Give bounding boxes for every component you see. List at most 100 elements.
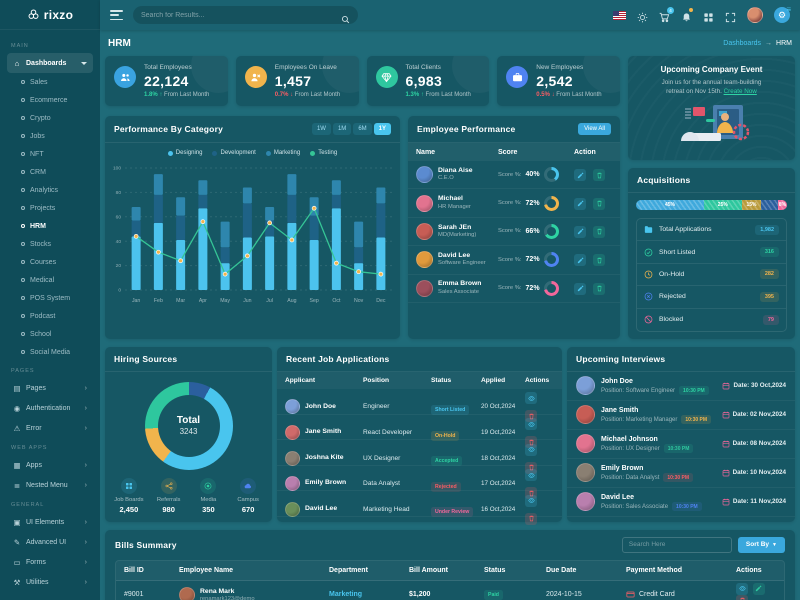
sidebar-item-pos-system[interactable]: POS System (7, 289, 93, 307)
employee-role: Sales Associate (438, 288, 479, 295)
view-button[interactable] (525, 494, 537, 507)
menu-toggle-icon[interactable] (110, 10, 123, 20)
settings-gear-icon[interactable]: ⚙ (774, 7, 790, 23)
edit-button[interactable] (752, 582, 765, 595)
stat-card-new-employees: New Employees 2,542 0.5% ↓ From Last Mon… (497, 56, 620, 106)
sidebar-item-jobs[interactable]: Jobs (7, 127, 93, 145)
notifications-bell-icon[interactable] (681, 7, 693, 21)
view-button[interactable] (525, 392, 537, 405)
sidebar-item-advanced-ui[interactable]: ✎ Advanced UI › (13, 537, 87, 547)
sidebar-item-stocks[interactable]: Stocks (7, 235, 93, 253)
applicant-name: David Lee (305, 505, 338, 513)
range-filter-1m[interactable]: 1M (332, 123, 352, 135)
sidebar-item-error[interactable]: ⚠ Error › (13, 423, 87, 433)
delete-button[interactable] (736, 594, 748, 600)
column-header-status: Status (431, 376, 452, 384)
acquisition-row-short-listed[interactable]: Short Listed 316 (637, 241, 786, 264)
sidebar-item-school[interactable]: School (7, 325, 93, 343)
apps-grid-icon[interactable] (703, 10, 714, 22)
acquisition-count: 316 (759, 247, 779, 258)
sidebar-item-forms[interactable]: ▭ Forms › (13, 557, 87, 567)
sidebar-item-ui-elements[interactable]: ▣ UI Elements › (13, 517, 87, 527)
delete-button[interactable] (593, 225, 606, 238)
sidebar-item-pages[interactable]: ▤ Pages › (13, 383, 87, 393)
sidebar-item-podcast[interactable]: Podcast (7, 307, 93, 325)
sidebar-item-dashboards[interactable]: ⌂ Dashboards (7, 53, 93, 73)
employee-name: Sarah JEn (438, 223, 472, 231)
delete-button[interactable] (525, 461, 537, 474)
sidebar-item-nested-menu[interactable]: ≣ Nested Menu › (13, 480, 87, 490)
view-button[interactable] (525, 469, 537, 482)
view-button[interactable] (525, 418, 537, 431)
topbar: 4 (100, 0, 800, 30)
sidebar-item-medical[interactable]: Medical (7, 271, 93, 289)
sidebar-item-courses[interactable]: Courses (7, 253, 93, 271)
score-ring (543, 280, 559, 296)
cart-icon[interactable]: 4 (659, 6, 674, 22)
employee-role: C.E.O (438, 175, 454, 182)
sidebar-item-social-media[interactable]: Social Media (7, 343, 93, 361)
column-header-department: Department (329, 566, 368, 574)
sidebar-item-projects[interactable]: Projects (7, 199, 93, 217)
theme-sun-icon[interactable] (637, 10, 648, 22)
delete-button[interactable] (593, 169, 606, 182)
sort-by-button[interactable]: Sort By ▼ (737, 536, 785, 553)
view-all-button[interactable]: View All (578, 123, 611, 135)
range-filter-1w[interactable]: 1W (311, 123, 331, 135)
acquisition-row-total-applications[interactable]: Total Applications 1,982 (637, 219, 786, 242)
sidebar-item-nft[interactable]: NFT (7, 145, 93, 163)
view-button[interactable] (525, 443, 537, 456)
legend-item-marketing[interactable]: Marketing (265, 150, 300, 156)
delete-button[interactable] (525, 410, 537, 423)
view-button[interactable] (736, 582, 748, 595)
delete-button[interactable] (525, 487, 537, 500)
delete-button[interactable] (525, 436, 537, 449)
breadcrumb-parent[interactable]: Dashboards (723, 40, 762, 47)
svg-text:Oct: Oct (332, 298, 341, 304)
delete-button[interactable] (525, 512, 537, 525)
progress-segment: 45% (636, 200, 704, 210)
calendar-icon (722, 469, 730, 477)
sidebar-item-hrm[interactable]: HRM (7, 217, 93, 235)
legend-item-testing[interactable]: Testing (310, 150, 337, 156)
edit-button[interactable] (574, 197, 586, 210)
fullscreen-icon[interactable] (725, 10, 736, 22)
sidebar-item-analytics[interactable]: Analytics (7, 181, 93, 199)
search-input[interactable] (141, 11, 335, 19)
sidebar-item-authentication[interactable]: ◉ Authentication › (13, 403, 87, 413)
acquisition-row-blocked[interactable]: Blocked 79 (637, 309, 786, 331)
edit-button[interactable] (574, 225, 586, 238)
breadcrumb: Dashboards → HRM (723, 40, 792, 47)
sidebar-item-crypto[interactable]: Crypto (7, 109, 93, 127)
stat-cards: Total Employees 22,124 1.8% ↑ From Last … (105, 56, 620, 106)
edit-button[interactable] (574, 169, 586, 182)
acquisition-row-on-hold[interactable]: On-Hold 282 (637, 264, 786, 287)
legend-item-designing[interactable]: Designing (167, 150, 202, 156)
range-filter-1y[interactable]: 1Y (373, 123, 391, 135)
search-icon[interactable] (341, 11, 350, 23)
delete-button[interactable] (593, 282, 606, 295)
status-badge: Accepted (431, 456, 463, 467)
brand-logo[interactable]: rixzo (0, 0, 100, 30)
range-filter-6m[interactable]: 6M (353, 123, 372, 135)
delete-button[interactable] (593, 254, 606, 267)
legend-item-development[interactable]: Development (212, 150, 256, 156)
create-now-link[interactable]: Create Now (723, 88, 757, 96)
edit-button[interactable] (574, 254, 586, 267)
utilities-icon: ⚒ (13, 577, 21, 587)
sidebar-item-apps[interactable]: ▦ Apps › (13, 460, 87, 470)
edit-button[interactable] (574, 282, 586, 295)
status-badge: Short Listed (431, 404, 470, 415)
sidebar-item-crm[interactable]: CRM (7, 163, 93, 181)
sidebar-item-sales[interactable]: Sales (7, 73, 93, 91)
sidebar-item-ecommerce[interactable]: Ecommerce (7, 91, 93, 109)
language-flag-icon[interactable] (613, 10, 626, 20)
bills-search-input[interactable] (621, 536, 732, 553)
user-avatar[interactable] (747, 7, 763, 23)
performance-by-category-card: Performance By Category 1W 1M 6M 1Y Designi… (105, 6, 791, 339)
svg-text:Jun: Jun (243, 298, 251, 304)
acquisition-row-rejected[interactable]: Rejected 395 (637, 286, 786, 309)
job-application-row: Joshna Kite UX Designer Accepted 18 Oct,… (277, 440, 562, 474)
sidebar-item-utilities[interactable]: ⚒ Utilities › (13, 577, 87, 587)
delete-button[interactable] (593, 197, 606, 210)
